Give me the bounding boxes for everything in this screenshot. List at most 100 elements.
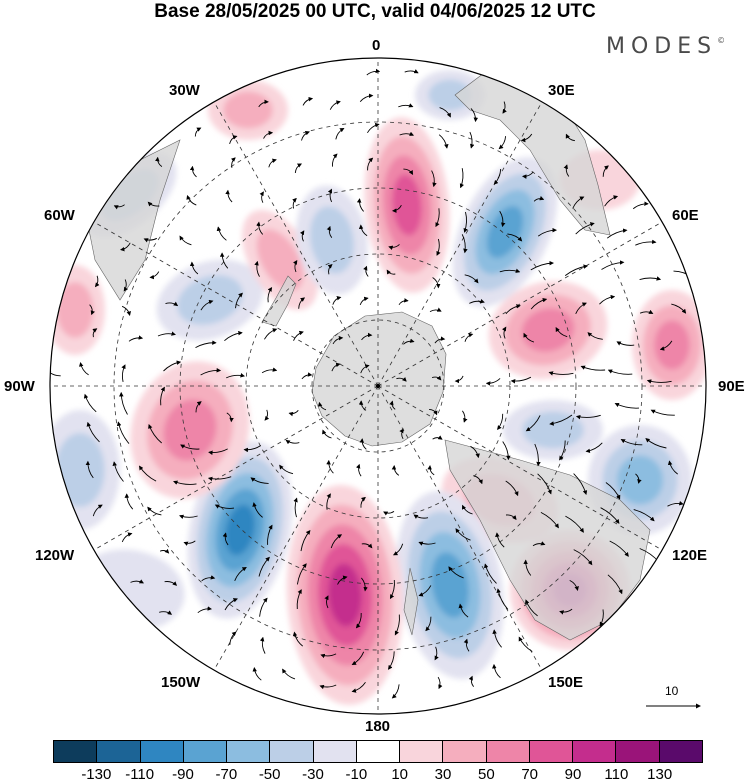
wind-arrow <box>252 667 262 681</box>
colorbar-swatch <box>573 741 617 762</box>
wind-arrow <box>159 610 173 615</box>
meridian-label-120e: 120E <box>672 547 708 564</box>
meridian-label-90e: 90E <box>718 378 745 395</box>
wind-arrow <box>160 386 165 406</box>
wind-arrow <box>155 156 163 167</box>
wind-arrow <box>470 108 479 123</box>
wind-arrow <box>267 524 273 545</box>
meridian-line <box>377 101 543 387</box>
wind-arrow <box>600 507 620 524</box>
wind-arrow <box>425 616 432 632</box>
antarctica <box>311 311 447 447</box>
colorbar-swatch <box>529 741 574 762</box>
wind-arrow <box>143 237 158 243</box>
wind-arrow <box>403 168 414 175</box>
wind-arrow <box>540 511 559 529</box>
wind-arrow <box>92 328 98 338</box>
south-pole-marker <box>376 384 380 388</box>
wind-arrow <box>573 549 593 566</box>
wind-arrow <box>394 614 400 636</box>
wind-arrow <box>112 461 124 482</box>
land-masses <box>87 69 651 641</box>
wind-arrow <box>398 298 409 305</box>
wind-vectors <box>50 68 694 699</box>
graticule <box>50 58 706 714</box>
wind-arrow <box>359 93 374 102</box>
wind-arrow <box>200 368 222 376</box>
anomaly-contour <box>309 206 355 274</box>
anomaly-contour <box>616 455 664 505</box>
wind-arrow <box>522 171 534 179</box>
wind-arrow <box>279 464 294 475</box>
colorbar-swatch <box>616 741 660 762</box>
wind-arrow <box>505 304 521 315</box>
wind-arrow <box>601 260 625 270</box>
wind-arrow <box>559 608 573 615</box>
wind-arrow <box>264 328 278 340</box>
wind-arrow <box>614 402 640 409</box>
colorbar-tick-label: 30 <box>434 766 452 783</box>
wind-arrow <box>427 465 435 476</box>
wind-arrow <box>208 448 228 455</box>
wind-arrow <box>392 204 402 213</box>
wind-arrow <box>234 567 247 581</box>
wind-arrow <box>530 297 548 310</box>
wind-arrow <box>226 412 234 423</box>
wind-arrow <box>147 506 162 516</box>
colorbar-swatch <box>313 741 357 762</box>
vector-scale-label: 10 <box>665 684 679 698</box>
map-border <box>49 57 707 715</box>
wind-arrow <box>645 438 667 449</box>
wind-arrow <box>165 301 179 307</box>
wind-arrow <box>564 264 588 276</box>
wind-arrow <box>300 230 305 242</box>
colorbar-tick-label: -30 <box>302 766 324 783</box>
colorbar-swatch <box>356 741 401 762</box>
wind-arrow <box>599 609 604 627</box>
wind-arrow <box>386 269 396 275</box>
meridian-line <box>93 385 379 551</box>
meridian-label-30w: 30W <box>169 82 200 99</box>
wind-arrow <box>537 227 557 237</box>
wind-arrow <box>201 575 216 582</box>
wind-arrow <box>335 128 345 140</box>
wind-arrow <box>298 297 306 309</box>
wind-arrow <box>429 408 438 416</box>
wind-arrow <box>330 534 343 549</box>
colorbar-tick-label: -90 <box>172 766 194 783</box>
wind-arrow <box>359 296 369 306</box>
wind-arrow <box>195 401 202 413</box>
wind-arrow <box>518 636 533 652</box>
brand-logo: MODES© <box>606 34 725 59</box>
south-america <box>87 139 181 301</box>
wind-arrow <box>575 222 595 235</box>
wind-arrow <box>355 612 362 629</box>
wind-arrow <box>120 242 131 252</box>
meridian-label-150w: 150W <box>161 674 201 691</box>
colorbar-tick-label: -70 <box>215 766 238 783</box>
wind-arrow <box>525 599 538 617</box>
colorbar-swatch <box>97 741 141 762</box>
wind-arrow <box>502 441 511 461</box>
wind-arrow <box>293 497 298 518</box>
wind-arrow <box>507 233 523 242</box>
wind-arrow <box>224 598 238 611</box>
wind-arrow <box>607 574 623 595</box>
wind-arrow <box>329 100 341 110</box>
wind-arrow <box>455 528 471 541</box>
wind-arrow <box>463 211 468 233</box>
wind-arrow <box>268 158 277 168</box>
meridian-label-60w: 60W <box>44 207 75 224</box>
wind-arrow <box>429 307 442 312</box>
wind-arrow <box>200 299 214 311</box>
meridian-line <box>377 385 543 671</box>
meridian-line <box>377 385 663 551</box>
wind-arrow <box>214 504 235 509</box>
wind-arrow <box>85 460 94 479</box>
wind-arrow <box>367 157 374 171</box>
wind-arrow <box>602 165 609 177</box>
wind-arrow <box>293 330 304 341</box>
wind-arrow <box>437 676 443 690</box>
wind-arrow <box>434 646 439 661</box>
colorbar-tick-label: 90 <box>564 766 582 783</box>
